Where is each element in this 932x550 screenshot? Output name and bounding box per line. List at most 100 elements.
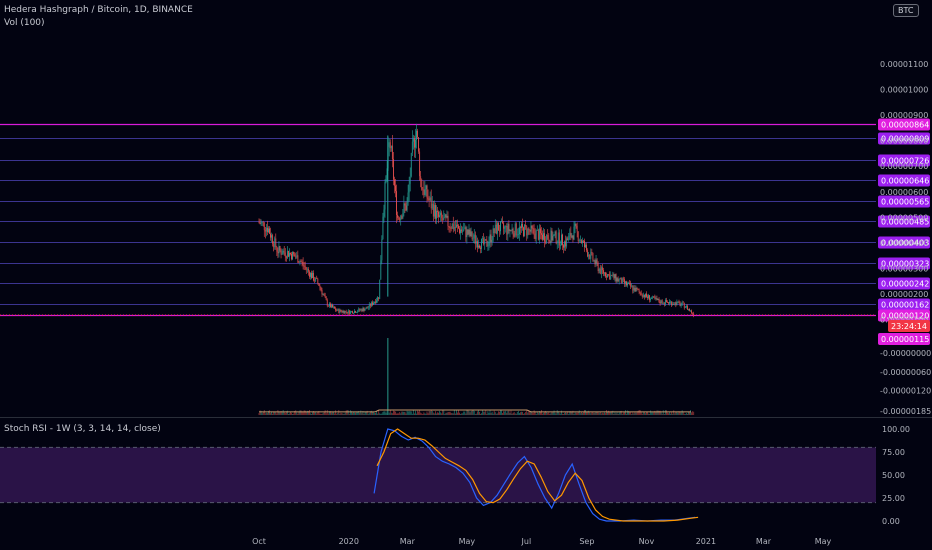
candle-body xyxy=(640,292,642,296)
candle-body xyxy=(610,275,612,280)
volume-bar xyxy=(384,411,386,415)
candle-body xyxy=(297,255,299,263)
volume-bar xyxy=(557,411,559,415)
candle-body xyxy=(301,261,303,263)
volume-bar xyxy=(524,413,526,415)
volume-bar xyxy=(449,411,451,415)
candle-body xyxy=(480,247,481,249)
candle-body xyxy=(509,229,511,232)
candle-body xyxy=(336,310,338,311)
volume-bar xyxy=(573,413,575,415)
candle-body xyxy=(347,310,349,314)
volume-bar xyxy=(662,410,664,415)
volume-bar xyxy=(488,412,490,415)
volume-bar xyxy=(274,412,276,415)
candle-body xyxy=(574,223,576,227)
candle-body xyxy=(369,304,371,307)
volume-bar xyxy=(583,412,584,415)
currency-badge[interactable]: BTC xyxy=(893,4,919,17)
candle-body xyxy=(671,301,673,306)
candle-body xyxy=(519,227,520,235)
volume-bar xyxy=(542,413,543,415)
volume-bar xyxy=(385,412,387,415)
volume-bar xyxy=(390,412,392,415)
level-label-bg xyxy=(878,257,930,270)
volume-bar xyxy=(319,413,321,415)
candle-body xyxy=(603,270,604,274)
volume-bar xyxy=(338,410,340,415)
candle-body xyxy=(400,215,402,221)
volume-bar xyxy=(689,412,690,415)
volume-bar xyxy=(597,412,599,415)
volume-bar xyxy=(423,412,425,415)
candle-body xyxy=(558,232,560,246)
volume-bar xyxy=(327,413,329,415)
candle-body xyxy=(288,250,289,257)
candle-body xyxy=(608,274,610,275)
volume-bar xyxy=(501,410,502,415)
candle-body xyxy=(359,308,361,311)
candle-body xyxy=(616,278,618,282)
candle-body xyxy=(324,295,326,298)
candle-body xyxy=(566,238,568,247)
volume-bar xyxy=(482,410,484,415)
candle-body xyxy=(511,228,513,231)
candle-body xyxy=(335,308,337,311)
candle-body xyxy=(466,229,468,238)
candle-body xyxy=(638,289,640,292)
volume-bar xyxy=(335,410,337,415)
volume-bar xyxy=(341,413,343,415)
volume-bar xyxy=(277,410,279,415)
candle-body xyxy=(319,285,321,288)
candle-body xyxy=(528,228,530,230)
candle-body xyxy=(408,183,410,193)
candle-body xyxy=(460,229,461,234)
volume-bar xyxy=(654,410,656,415)
candle-body xyxy=(489,234,491,242)
volume-bar xyxy=(432,412,434,415)
volume-bar xyxy=(471,410,473,415)
candle-body xyxy=(547,235,549,239)
candle-body xyxy=(552,235,554,241)
volume-bar xyxy=(507,410,509,415)
volume-bar xyxy=(672,413,674,415)
volume-bar xyxy=(317,411,319,415)
candle-body xyxy=(682,302,684,304)
candle-body xyxy=(304,266,306,268)
candle-body xyxy=(689,308,690,311)
candle-body xyxy=(512,228,514,234)
level-label: 0.00000864 xyxy=(881,121,929,130)
volume-bar xyxy=(481,413,482,415)
volume-bar xyxy=(450,412,452,415)
volume-bar xyxy=(469,412,471,415)
volume-bar xyxy=(671,412,673,415)
price-axis-tick: 0.00000500 xyxy=(880,213,928,222)
candle-body xyxy=(380,260,382,280)
volume-bar xyxy=(601,412,603,415)
level-label-bg xyxy=(878,277,930,290)
volume-bar xyxy=(517,410,519,415)
volume-bar xyxy=(566,412,568,415)
candle-body xyxy=(481,238,482,249)
candle-body xyxy=(283,250,285,253)
candle-body xyxy=(332,304,333,308)
candle-body xyxy=(470,231,472,237)
level-label: 0.00000646 xyxy=(881,177,929,186)
volume-bar xyxy=(487,411,489,415)
candle-body xyxy=(664,299,666,305)
volume-bar xyxy=(648,413,649,415)
volume-bar xyxy=(312,412,313,415)
candle-body xyxy=(376,300,377,303)
candle-body xyxy=(599,268,601,274)
candle-body xyxy=(537,230,539,240)
candle-body xyxy=(276,247,278,252)
volume-bar xyxy=(336,413,338,415)
volume-bar xyxy=(289,413,290,415)
volume-bar xyxy=(443,410,445,415)
candle-body xyxy=(561,234,562,246)
candle-body xyxy=(405,205,407,211)
volume-bar xyxy=(351,411,352,415)
volume-bar xyxy=(592,411,594,415)
candle-body xyxy=(286,250,288,258)
